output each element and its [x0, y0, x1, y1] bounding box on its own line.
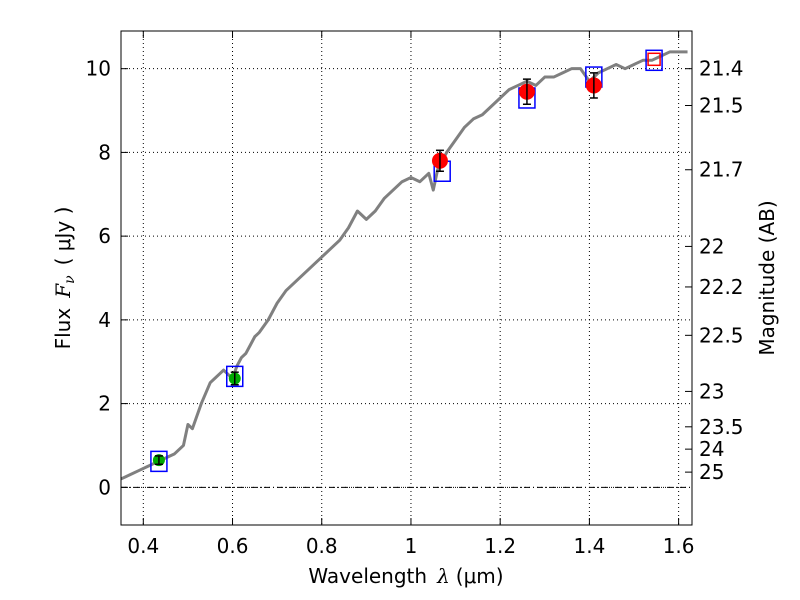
- magnitude-tick-label: 23: [699, 379, 724, 403]
- y2-axis-label: Magnitude (AB): [755, 200, 779, 355]
- model-photometry-box: [150, 450, 168, 473]
- y-tick-label: 0: [98, 475, 111, 499]
- x-axis-label-text: Wavelength: [308, 564, 427, 588]
- model-spectrum-line: [120, 50, 688, 481]
- model-photometry-box-red: [647, 52, 661, 67]
- y-axis-label-symbol: F: [51, 283, 75, 299]
- magnitude-tick-label: 22: [699, 234, 724, 258]
- y-axis-label-text: Flux: [51, 308, 75, 350]
- magnitude-tick-label: 21.7: [699, 158, 744, 182]
- magnitude-tick-label: 22.5: [699, 323, 744, 347]
- magnitude-tick-label: 21.4: [699, 57, 744, 81]
- y-axis-label-unit: ( μJy ): [51, 207, 75, 266]
- y-tick-label: 4: [98, 308, 111, 332]
- model-photometry-box: [645, 49, 663, 72]
- y-axis-label: Flux Fν ( μJy ): [51, 207, 78, 350]
- y-axis-ticks: 0 2 4 6 8 10: [86, 57, 128, 499]
- y-tick-label: 6: [98, 224, 111, 248]
- model-photometry-box: [226, 365, 244, 388]
- x-axis-ticks: 0.4 0.6 0.8 1 1.2 1.4 1.6: [127, 31, 695, 558]
- x-tick-label: 1.2: [484, 534, 516, 558]
- magnitude-tick-label: 22.2: [699, 275, 744, 299]
- plot-area: [121, 31, 692, 525]
- x-axis-label-symbol: λ: [436, 564, 450, 588]
- x-tick-label: 1: [405, 534, 418, 558]
- magnitude-tick-label: 24: [699, 437, 724, 461]
- errorbars: [154, 72, 598, 466]
- x-axis-label-unit: (μm): [456, 564, 504, 588]
- x-tick-label: 0.8: [306, 534, 338, 558]
- magnitude-tick-label: 25: [699, 460, 724, 484]
- y-tick-label: 2: [98, 392, 111, 416]
- x-tick-label: 1.4: [573, 534, 605, 558]
- y-tick-label: 8: [98, 140, 111, 164]
- x-axis-label: Wavelength λ (μm): [308, 564, 503, 588]
- x-tick-label: 0.6: [217, 534, 249, 558]
- magnitude-tick-label: 21.5: [699, 94, 744, 118]
- y-tick-label: 10: [86, 57, 111, 81]
- y-axis-label-subscript: ν: [62, 275, 78, 284]
- plot-frame: [120, 30, 693, 526]
- magnitude-tick-label: 23.5: [699, 415, 744, 439]
- x-tick-label: 1.6: [663, 534, 695, 558]
- x-tick-label: 0.4: [127, 534, 159, 558]
